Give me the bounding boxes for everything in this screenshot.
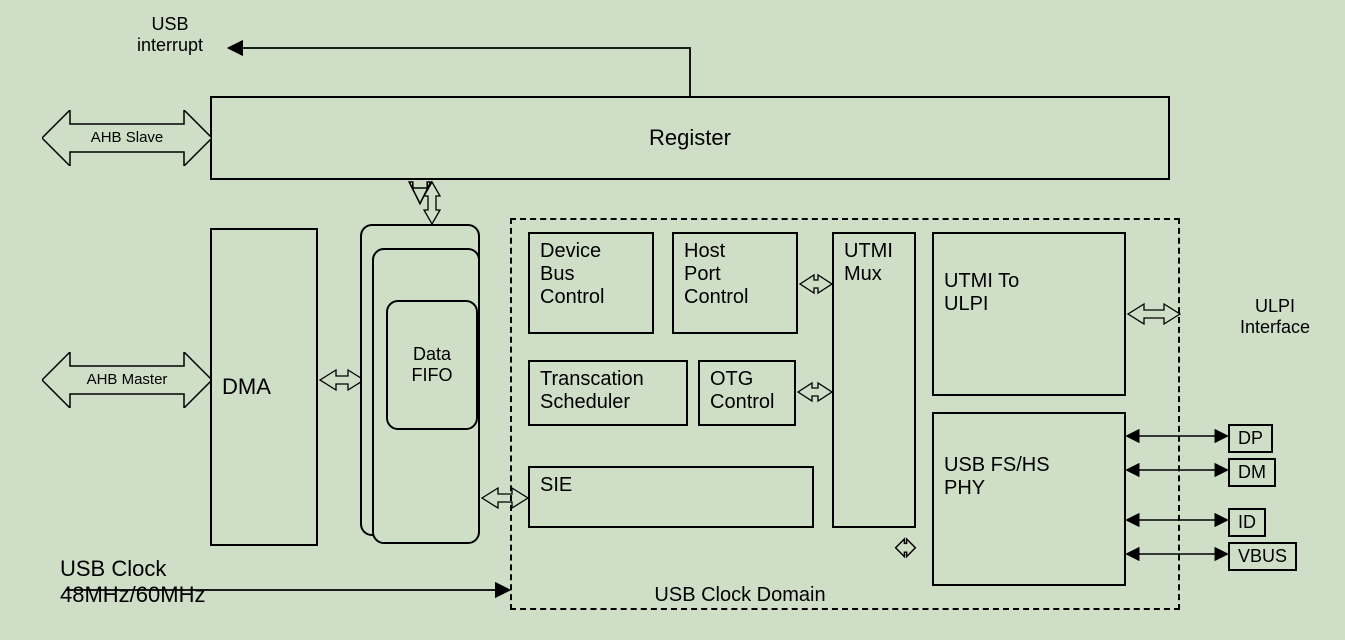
svg-text:AHB Master: AHB Master xyxy=(87,371,168,388)
host-port-control-block: Host Port Control xyxy=(672,232,798,334)
usb-fs-hs-phy-block: USB FS/HS PHY xyxy=(932,412,1126,586)
usb-clock-domain-label: USB Clock Domain xyxy=(600,584,880,607)
ulpi-interface-label: ULPI Interface xyxy=(1220,296,1330,338)
id-pin: ID xyxy=(1228,508,1266,537)
sie-block: SIE xyxy=(528,466,814,528)
utmi-mux-block: UTMI Mux xyxy=(832,232,916,528)
dm-pin: DM xyxy=(1228,458,1276,487)
otg-control-block: OTG Control xyxy=(698,360,796,426)
transcation-scheduler-block: Transcation Scheduler xyxy=(528,360,688,426)
utmi-to-ulpi-block: UTMI To ULPI xyxy=(932,232,1126,396)
device-bus-control-block: Device Bus Control xyxy=(528,232,654,334)
data-fifo-front: Data FIFO xyxy=(386,300,478,430)
dma-fifo-connector xyxy=(320,370,364,390)
usb-clock-label: USB Clock 48MHz/60MHz xyxy=(60,556,280,608)
dma-block: DMA xyxy=(210,228,318,546)
dp-pin: DP xyxy=(1228,424,1273,453)
vbus-pin: VBUS xyxy=(1228,542,1297,571)
ahb-master-arrow: AHB Master xyxy=(42,352,212,408)
